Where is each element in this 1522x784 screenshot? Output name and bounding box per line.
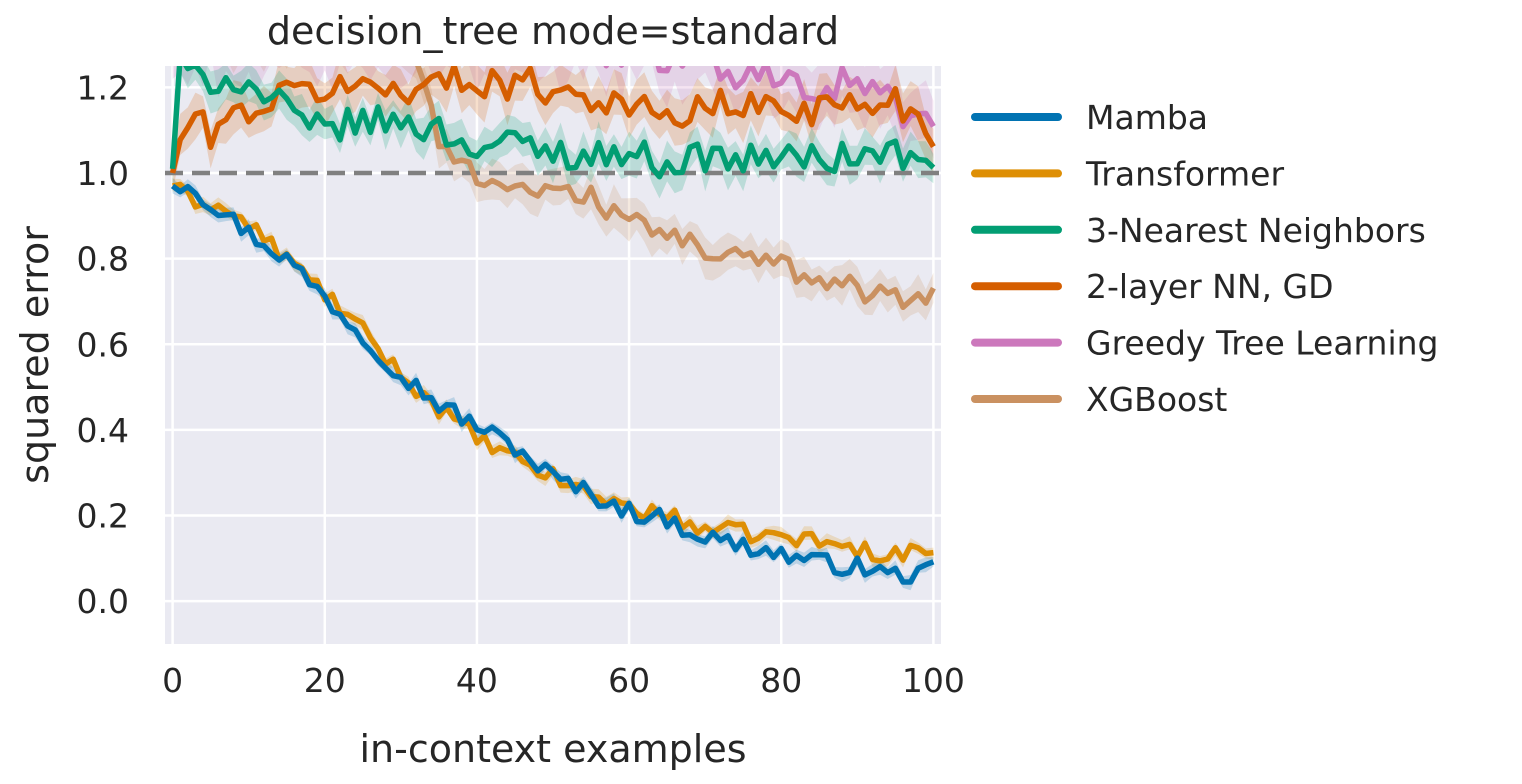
legend-label-transformer: Transformer: [1085, 154, 1284, 193]
series-lines: [169, 66, 936, 585]
x-tick-label: 0: [162, 661, 183, 700]
series-line-2-layer-nn-gd: [169, 66, 936, 174]
band-xgboost: [195, 66, 934, 322]
y-tick-label: 0.0: [77, 582, 129, 621]
chart-title: decision_tree mode=standard: [267, 9, 839, 53]
y-tick-label: 0.6: [77, 325, 129, 364]
x-axis-label: in-context examples: [359, 727, 746, 771]
legend: Mamba Transformer 3-Nearest Neighbors 2-lay…: [971, 98, 1439, 419]
x-tick-label: 80: [760, 661, 802, 700]
y-tick-label: 0.4: [77, 411, 129, 450]
x-tick-label: 40: [456, 661, 498, 700]
tick-labels: 0 20 40 60 80 100 0.0 0.2 0.4 0.6 0.8 1.0 1.2: [77, 68, 965, 700]
legend-label-2-layer-nn-gd: 2-layer NN, GD: [1086, 267, 1334, 306]
series-line-mamba: [170, 183, 935, 585]
series-line-3-nearest-neighbors: [169, 66, 936, 180]
legend-label-greedy-tree-learning: Greedy Tree Learning: [1086, 324, 1439, 363]
y-axis-label: squared error: [13, 226, 57, 484]
y-tick-label: 0.8: [77, 240, 129, 279]
x-tick-label: 20: [304, 661, 346, 700]
legend-label-mamba: Mamba: [1086, 98, 1208, 137]
grid-lines: [165, 66, 941, 644]
x-tick-label: 60: [608, 661, 650, 700]
x-tick-label: 100: [902, 661, 965, 700]
legend-label-3-nearest-neighbors: 3-Nearest Neighbors: [1086, 211, 1426, 250]
series-line-greedy-tree-learning: [603, 66, 936, 130]
y-tick-label: 1.2: [77, 68, 129, 107]
legend-label-xgboost: XGBoost: [1086, 380, 1227, 419]
y-tick-label: 1.0: [77, 154, 129, 193]
series-line-xgboost: [415, 66, 936, 311]
y-tick-label: 0.2: [77, 497, 129, 536]
band-greedy-tree-learning: [172, 66, 934, 164]
band-2-layer-nn-gd: [172, 66, 934, 192]
